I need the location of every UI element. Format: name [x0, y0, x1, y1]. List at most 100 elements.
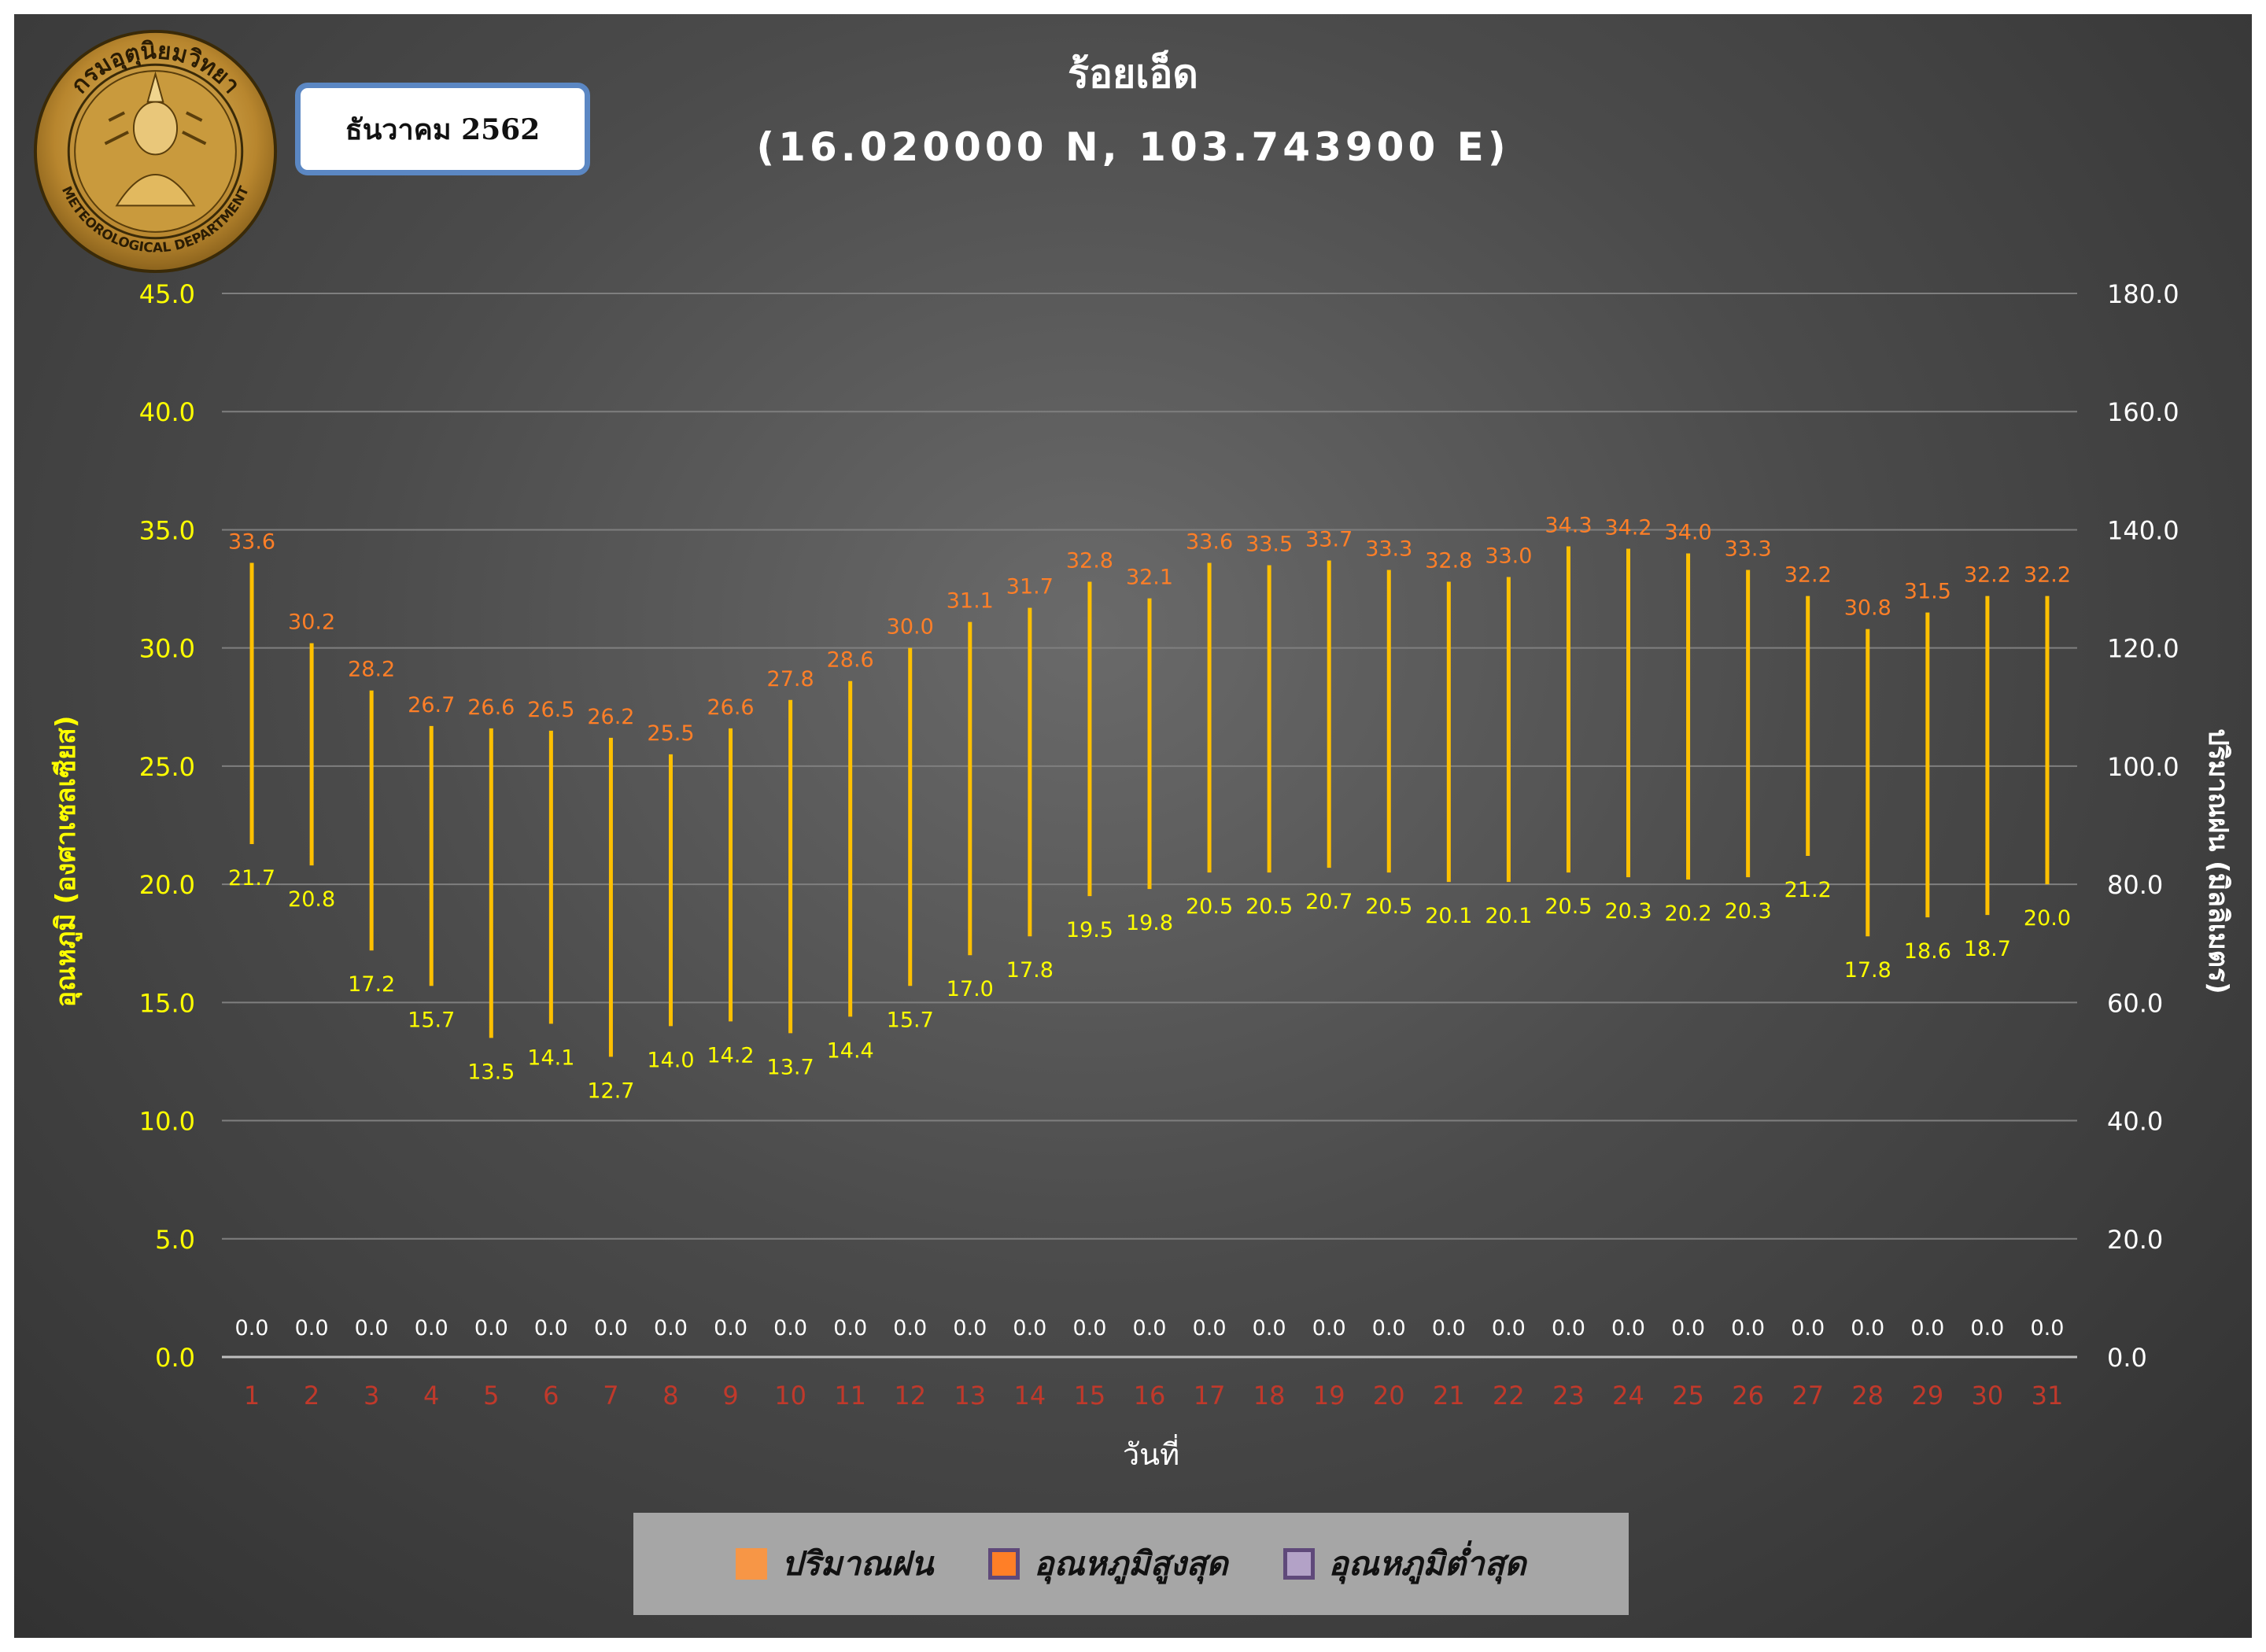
left-tick-label: 20.0	[139, 870, 195, 900]
left-tick-label: 45.0	[139, 279, 195, 309]
rain-value-label: 0.0	[474, 1316, 508, 1340]
x-tick-label: 7	[603, 1381, 618, 1410]
rain-value-label: 0.0	[534, 1316, 568, 1340]
min-temp-label: 20.1	[1485, 904, 1532, 928]
rain-value-label: 0.0	[1013, 1316, 1046, 1340]
rain-value-label: 0.0	[1432, 1316, 1466, 1340]
rain-value-label: 0.0	[1492, 1316, 1526, 1340]
left-tick-label: 0.0	[155, 1343, 195, 1373]
x-tick-label: 12	[894, 1381, 926, 1410]
x-tick-label: 9	[722, 1381, 738, 1410]
rain-value-label: 0.0	[1970, 1316, 2004, 1340]
rain-value-label: 0.0	[235, 1316, 269, 1340]
meteorological-department-logo: กรมอุตุนิยมวิทยา METEOROLOGICAL DEPARTME…	[33, 29, 278, 274]
max-temp-label: 33.6	[1186, 530, 1233, 555]
x-axis-label: วันที่	[1123, 1434, 1179, 1472]
legend: ปริมาณฝน อุณหภูมิสูงสุด อุณหภูมิต่ำสุด	[633, 1513, 1629, 1615]
right-tick-label: 160.0	[2107, 397, 2179, 427]
right-tick-label: 100.0	[2107, 752, 2179, 782]
max-temp-label: 32.2	[1784, 563, 1832, 588]
min-temp-label: 20.5	[1246, 894, 1293, 919]
max-temp-label: 26.7	[408, 693, 455, 717]
min-temp-label: 20.2	[1665, 902, 1712, 926]
rain-value-label: 0.0	[2030, 1316, 2064, 1340]
x-tick-label: 27	[1792, 1381, 1824, 1410]
right-tick-label: 60.0	[2107, 988, 2163, 1018]
min-temp-label: 17.8	[1844, 958, 1891, 983]
rain-value-label: 0.0	[1731, 1316, 1765, 1340]
legend-label-min-temp: อุณหภูมิต่ำสุด	[1328, 1544, 1526, 1583]
legend-item-min-temp: อุณหภูมิต่ำสุด	[1282, 1538, 1526, 1590]
max-temp-label: 34.0	[1665, 520, 1712, 544]
right-tick-label: 140.0	[2107, 515, 2179, 545]
temperature-range-bars	[249, 546, 2050, 1057]
max-temp-label: 31.1	[947, 589, 994, 614]
max-temp-label: 32.1	[1126, 566, 1173, 590]
x-tick-label: 31	[2032, 1381, 2064, 1410]
legend-swatch-rain	[736, 1548, 768, 1580]
rain-value-label: 0.0	[1193, 1316, 1227, 1340]
right-tick-label: 180.0	[2107, 279, 2179, 309]
min-temp-label: 20.5	[1544, 894, 1592, 919]
max-temp-label: 32.2	[2024, 563, 2071, 588]
rain-value-label: 0.0	[295, 1316, 329, 1340]
rain-value-label: 0.0	[355, 1316, 389, 1340]
max-temp-label: 30.8	[1844, 596, 1891, 621]
left-tick-label: 10.0	[139, 1107, 195, 1137]
x-tick-label: 8	[662, 1381, 678, 1410]
max-temp-label: 26.2	[587, 705, 634, 729]
max-temp-label: 33.6	[228, 530, 275, 555]
max-temp-label: 34.3	[1544, 513, 1592, 537]
left-tick-label: 25.0	[139, 752, 195, 782]
min-temp-label: 20.7	[1305, 890, 1353, 914]
rain-value-label: 0.0	[594, 1316, 628, 1340]
month-label: ธันวาคม 2562	[295, 83, 590, 175]
x-tick-label: 3	[364, 1381, 379, 1410]
x-tick-label: 17	[1194, 1381, 1226, 1410]
max-temp-label: 34.2	[1604, 515, 1652, 540]
min-temp-label: 17.0	[947, 977, 994, 1001]
max-temp-label: 33.7	[1305, 528, 1353, 552]
rain-value-label: 0.0	[1133, 1316, 1167, 1340]
x-tick-label: 18	[1253, 1381, 1286, 1410]
max-temp-label: 33.0	[1485, 544, 1532, 569]
min-temp-label: 21.7	[228, 866, 275, 891]
max-temp-label: 32.8	[1066, 549, 1113, 573]
min-temperature-labels: 21.7 20.8 17.2 15.7 13.5 14.1 12.7 14.0 14.2 13.7…	[228, 866, 2071, 1103]
rain-value-label: 0.0	[1072, 1316, 1106, 1340]
min-temp-label: 13.7	[767, 1055, 814, 1079]
rain-labels: 0.0 0.0 0.0 0.0 0.0 0.0 0.0 0.0 0.0 0.0 0.0 0.0 0.0 0…	[235, 1316, 2065, 1340]
rain-value-label: 0.0	[1552, 1316, 1585, 1340]
min-temp-label: 15.7	[887, 1008, 934, 1032]
right-tick-label: 80.0	[2107, 870, 2163, 900]
x-tick-label: 14	[1014, 1381, 1046, 1410]
max-temp-label: 28.2	[348, 658, 395, 682]
max-temp-label: 30.2	[288, 610, 335, 635]
right-axis-ticks: 0.0 20.0 40.0 60.0 80.0 100.0 120.0 140.0 160.0 1…	[2107, 279, 2179, 1373]
left-tick-label: 15.0	[139, 988, 195, 1018]
x-tick-label: 24	[1612, 1381, 1644, 1410]
max-temp-label: 27.8	[767, 667, 814, 691]
max-temp-label: 26.5	[527, 698, 574, 722]
max-temp-label: 31.5	[1904, 580, 1951, 604]
legend-swatch-max-temp	[988, 1548, 1020, 1580]
min-temp-label: 20.5	[1365, 894, 1412, 919]
x-tick-label: 22	[1493, 1381, 1525, 1410]
x-tick-label: 29	[1911, 1381, 1943, 1410]
left-axis-ticks: 0.0 5.0 10.0 15.0 20.0 25.0 30.0 35.0 40.0 45.0	[139, 279, 195, 1373]
min-temp-label: 14.4	[827, 1038, 874, 1063]
legend-item-max-temp: อุณหภูมิสูงสุด	[988, 1538, 1228, 1590]
min-temp-label: 13.5	[467, 1060, 515, 1084]
x-tick-label: 10	[774, 1381, 806, 1410]
min-temp-label: 14.0	[647, 1048, 694, 1072]
x-tick-label: 28	[1851, 1381, 1884, 1410]
min-temp-label: 14.2	[707, 1043, 754, 1068]
min-temp-label: 21.2	[1784, 878, 1832, 902]
legend-label-rain: ปริมาณฝน	[781, 1544, 934, 1583]
x-tick-label: 15	[1074, 1381, 1106, 1410]
min-temp-label: 20.3	[1725, 899, 1772, 924]
month-text: ธันวาคม 2562	[345, 112, 541, 146]
chart-panel	[14, 14, 2252, 1638]
x-tick-label: 4	[423, 1381, 439, 1410]
